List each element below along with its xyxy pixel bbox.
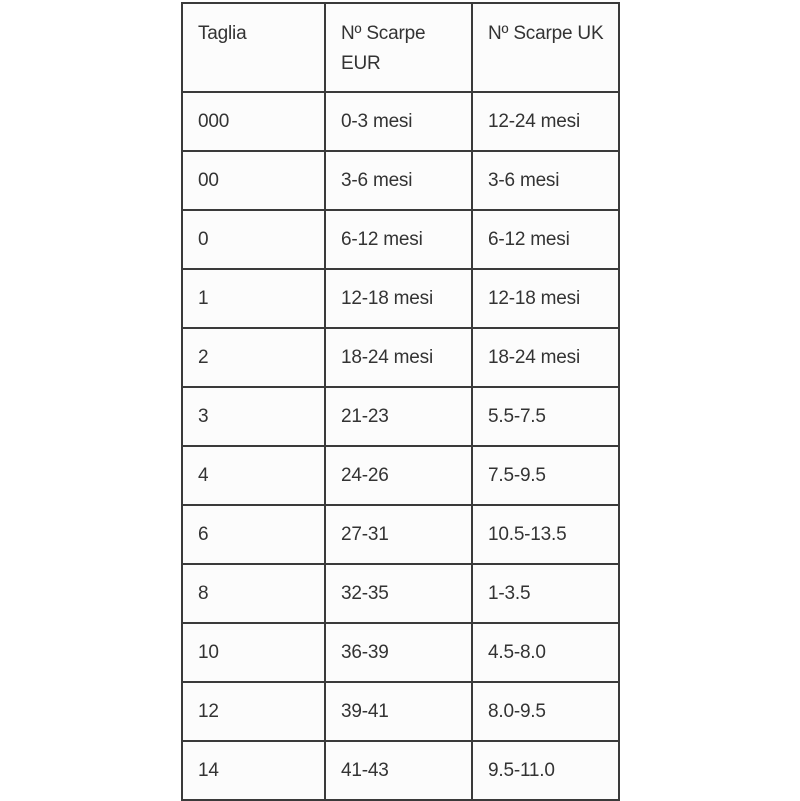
table-row: 2 18-24 mesi 18-24 mesi xyxy=(181,327,620,388)
cell-size: 3 xyxy=(181,386,326,447)
cell-uk: 12-24 mesi xyxy=(471,91,620,152)
cell-eur: 12-18 mesi xyxy=(324,268,473,329)
cell-uk: 5.5-7.5 xyxy=(471,386,620,447)
table-row: 3 21-23 5.5-7.5 xyxy=(181,386,620,447)
cell-uk: 9.5-11.0 xyxy=(471,740,620,801)
cell-size: 0 xyxy=(181,209,326,270)
table-row: 000 0-3 mesi 12-24 mesi xyxy=(181,91,620,152)
cell-eur: 32-35 xyxy=(324,563,473,624)
cell-uk: 6-12 mesi xyxy=(471,209,620,270)
header-cell-eur: Nº Scarpe EUR xyxy=(324,2,473,93)
cell-eur: 24-26 xyxy=(324,445,473,506)
table-row: 4 24-26 7.5-9.5 xyxy=(181,445,620,506)
cell-uk: 3-6 mesi xyxy=(471,150,620,211)
cell-size: 000 xyxy=(181,91,326,152)
table-row: 6 27-31 10.5-13.5 xyxy=(181,504,620,565)
cell-eur: 0-3 mesi xyxy=(324,91,473,152)
table-row: 8 32-35 1-3.5 xyxy=(181,563,620,624)
cell-uk: 10.5-13.5 xyxy=(471,504,620,565)
cell-uk: 8.0-9.5 xyxy=(471,681,620,742)
cell-size: 14 xyxy=(181,740,326,801)
cell-eur: 18-24 mesi xyxy=(324,327,473,388)
cell-size: 1 xyxy=(181,268,326,329)
cell-eur: 39-41 xyxy=(324,681,473,742)
table-row: 1 12-18 mesi 12-18 mesi xyxy=(181,268,620,329)
cell-eur: 21-23 xyxy=(324,386,473,447)
cell-size: 00 xyxy=(181,150,326,211)
cell-uk: 7.5-9.5 xyxy=(471,445,620,506)
cell-eur: 41-43 xyxy=(324,740,473,801)
cell-eur: 27-31 xyxy=(324,504,473,565)
cell-size: 8 xyxy=(181,563,326,624)
table-header-row: Taglia Nº Scarpe EUR Nº Scarpe UK xyxy=(181,2,620,93)
header-cell-size: Taglia xyxy=(181,2,326,93)
cell-size: 2 xyxy=(181,327,326,388)
header-cell-uk: Nº Scarpe UK xyxy=(471,2,620,93)
table-row: 00 3-6 mesi 3-6 mesi xyxy=(181,150,620,211)
cell-eur: 36-39 xyxy=(324,622,473,683)
cell-uk: 1-3.5 xyxy=(471,563,620,624)
table-row: 0 6-12 mesi 6-12 mesi xyxy=(181,209,620,270)
cell-eur: 3-6 mesi xyxy=(324,150,473,211)
cell-uk: 18-24 mesi xyxy=(471,327,620,388)
cell-size: 10 xyxy=(181,622,326,683)
cell-uk: 4.5-8.0 xyxy=(471,622,620,683)
table-row: 12 39-41 8.0-9.5 xyxy=(181,681,620,742)
cell-eur: 6-12 mesi xyxy=(324,209,473,270)
size-chart-table: Taglia Nº Scarpe EUR Nº Scarpe UK 000 0-3… xyxy=(181,2,620,801)
cell-size: 6 xyxy=(181,504,326,565)
table-row: 10 36-39 4.5-8.0 xyxy=(181,622,620,683)
cell-uk: 12-18 mesi xyxy=(471,268,620,329)
cell-size: 4 xyxy=(181,445,326,506)
table-row: 14 41-43 9.5-11.0 xyxy=(181,740,620,801)
cell-size: 12 xyxy=(181,681,326,742)
